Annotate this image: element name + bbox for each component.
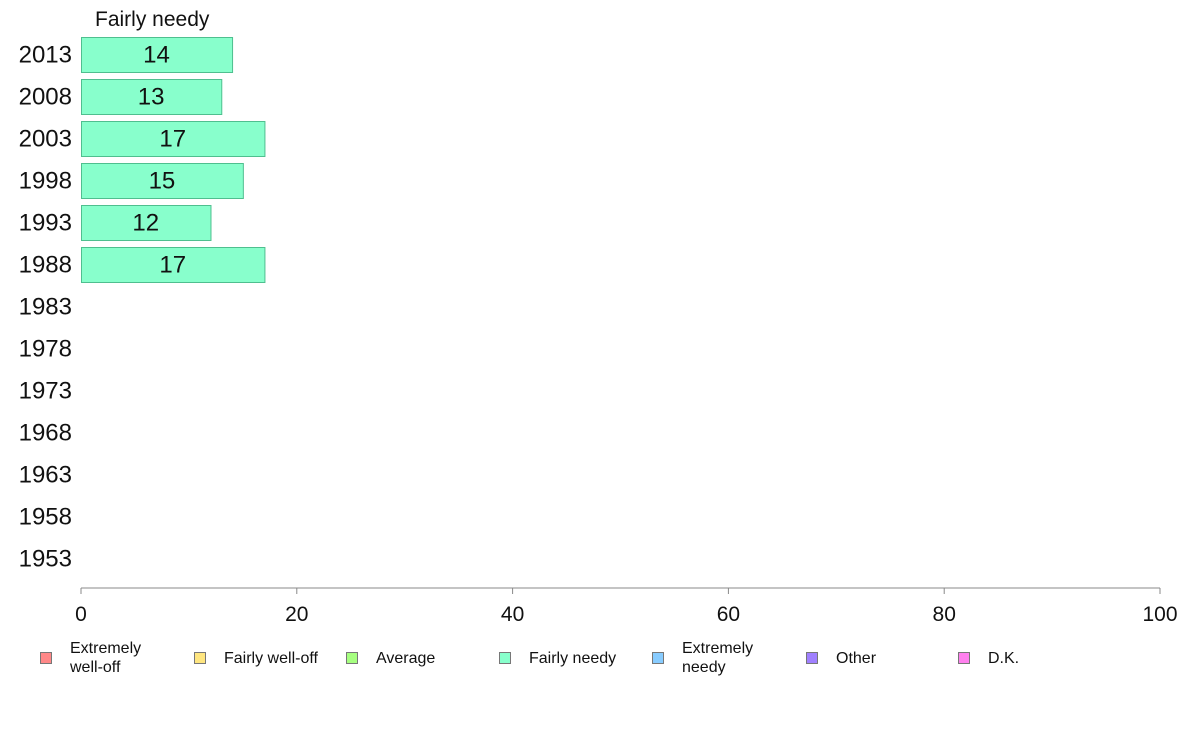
legend-item: Average bbox=[346, 636, 435, 680]
legend-item: Extremely needy bbox=[652, 636, 753, 680]
legend-item: D.K. bbox=[958, 636, 1019, 680]
x-tick-label: 100 bbox=[1142, 603, 1177, 626]
legend-item: Fairly well-off bbox=[194, 636, 318, 680]
bar-data-label: 14 bbox=[143, 42, 170, 69]
bar bbox=[81, 247, 266, 283]
y-tick-label: 1988 bbox=[19, 252, 72, 279]
bar-data-label: 17 bbox=[159, 126, 186, 153]
y-tick-label: 2008 bbox=[19, 84, 72, 111]
y-tick-label: 1963 bbox=[19, 462, 72, 489]
bar bbox=[81, 163, 244, 199]
legend-swatch bbox=[194, 652, 206, 664]
legend-label: Other bbox=[836, 649, 877, 667]
bar-data-label: 13 bbox=[138, 84, 165, 111]
legend-label: D.K. bbox=[988, 649, 1020, 667]
bar-data-label: 17 bbox=[159, 252, 186, 279]
x-tick-label: 80 bbox=[933, 603, 956, 626]
y-tick-label: 1978 bbox=[19, 336, 72, 363]
legend-swatch bbox=[806, 652, 818, 664]
y-tick-label: 1973 bbox=[19, 378, 72, 405]
legend-item: Other bbox=[806, 636, 876, 680]
legend-swatch bbox=[652, 652, 664, 664]
bars bbox=[81, 37, 266, 283]
y-tick-label: 1953 bbox=[19, 546, 72, 573]
legend-label: Average bbox=[376, 649, 436, 667]
x-tick-label: 60 bbox=[717, 603, 740, 626]
bar-chart: Fairly needy 201320082003199819931988198… bbox=[19, 8, 1178, 626]
legend-label: Extremely well-off bbox=[70, 640, 142, 676]
bar bbox=[81, 205, 212, 241]
bar bbox=[81, 79, 223, 115]
bar bbox=[81, 37, 234, 73]
legend-item: Extremely well-off bbox=[40, 636, 141, 680]
bar bbox=[81, 121, 266, 157]
y-tick-label: 1968 bbox=[19, 420, 72, 447]
x-tick-label: 20 bbox=[285, 603, 308, 626]
y-tick-label: 2003 bbox=[19, 126, 72, 153]
x-tick-label: 40 bbox=[501, 603, 524, 626]
chart-title: Fairly needy bbox=[95, 8, 210, 31]
y-axis-labels: 2013 2008 2003 1998 1993 1988 1983 1978 1973 1968… bbox=[19, 42, 72, 573]
legend-swatch bbox=[958, 652, 970, 664]
legend: Extremely well-off Fairly well-off Average… bbox=[0, 636, 1188, 686]
legend-swatch bbox=[40, 652, 52, 664]
bar-data-label: 12 bbox=[132, 210, 159, 237]
y-tick-label: 1993 bbox=[19, 210, 72, 237]
legend-label: Extremely needy bbox=[682, 640, 754, 676]
y-tick-label: 1958 bbox=[19, 504, 72, 531]
bar-data-label: 15 bbox=[149, 168, 176, 195]
legend-swatch bbox=[346, 652, 358, 664]
x-axis: 0 20 40 60 80 100 bbox=[75, 587, 1178, 626]
y-tick-label: 1998 bbox=[19, 168, 72, 195]
legend-item: Fairly needy bbox=[499, 636, 616, 680]
y-tick-label: 2013 bbox=[19, 42, 72, 69]
legend-label: Fairly needy bbox=[529, 649, 617, 667]
legend-swatch bbox=[499, 652, 511, 664]
x-tick-label: 0 bbox=[75, 603, 87, 626]
legend-label: Fairly well-off bbox=[224, 649, 318, 667]
y-tick-label: 1983 bbox=[19, 294, 72, 321]
